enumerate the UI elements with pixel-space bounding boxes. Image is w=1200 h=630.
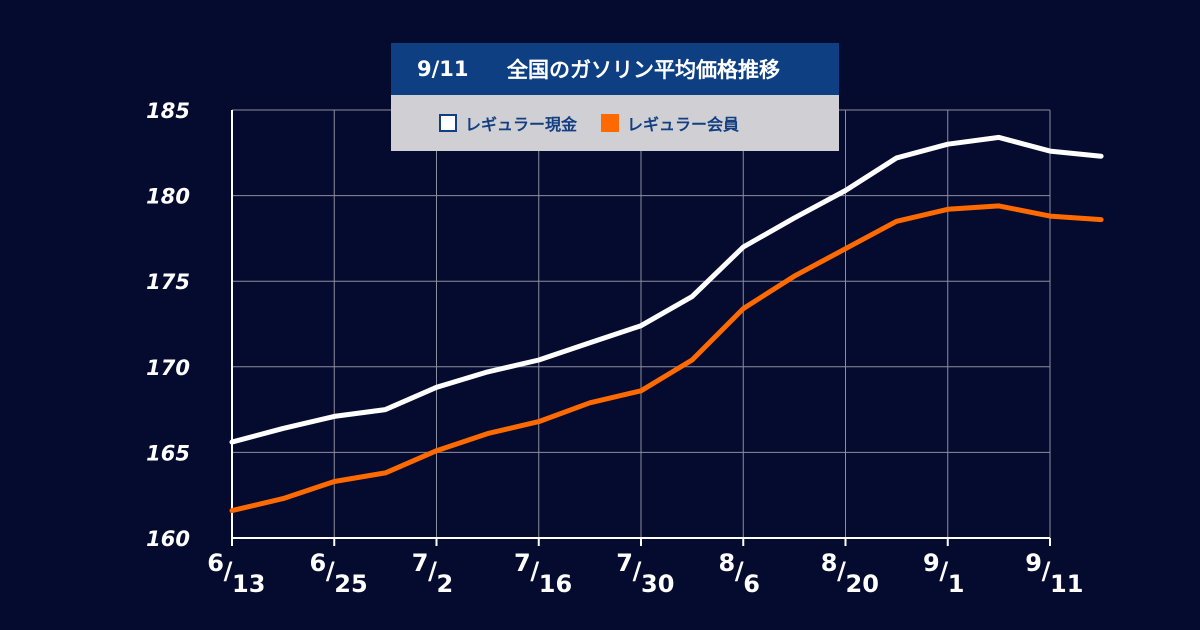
series-lines <box>229 134 1104 514</box>
x-tick-slash: / <box>428 557 437 585</box>
x-tick-slash: / <box>1042 557 1051 585</box>
chart-title: 全国のガソリン平均価格推移 <box>507 58 780 82</box>
y-tick-label-180: 180 <box>146 185 190 209</box>
x-tick-month: 7 <box>412 549 429 577</box>
x-axis-ticks: 6/136/257/27/167/308/68/209/19/11 <box>207 549 1083 598</box>
x-tick-day: 13 <box>232 570 265 598</box>
series-line-0 <box>229 134 1104 445</box>
x-tick-month: 7 <box>514 549 531 577</box>
legend-item-cash: レギュラー現金 <box>391 111 577 135</box>
x-tick-label-4: 7/30 <box>616 549 674 598</box>
series-line-1 <box>229 203 1104 514</box>
y-tick-label-185: 185 <box>146 99 190 123</box>
x-tick-month: 7 <box>616 549 633 577</box>
x-tick-label-0: 6/13 <box>207 549 265 598</box>
x-tick-label-5: 8/6 <box>719 549 760 598</box>
chart-header: 9/11 全国のガソリン平均価格推移 レギュラー現金 レギュラー会員 <box>391 43 839 151</box>
legend-label-cash: レギュラー現金 <box>465 115 578 134</box>
x-tick-slash: / <box>530 557 539 585</box>
x-tick-day: 30 <box>641 570 674 598</box>
x-tick-slash: / <box>735 557 744 585</box>
x-tick-day: 16 <box>539 570 572 598</box>
x-tick-label-8: 9/11 <box>1025 549 1083 598</box>
x-tick-month: 6 <box>310 549 327 577</box>
legend-swatch-white <box>439 114 457 132</box>
y-tick-label-175: 175 <box>146 270 190 294</box>
x-tick-slash: / <box>224 557 233 585</box>
legend-label-member: レギュラー会員 <box>627 115 740 134</box>
x-tick-slash: / <box>939 557 948 585</box>
x-tick-slash: / <box>837 557 846 585</box>
legend-item-member: レギュラー会員 <box>601 111 739 135</box>
x-tick-label-6: 8/20 <box>821 549 879 598</box>
x-tick-month: 8 <box>719 549 736 577</box>
x-tick-day: 20 <box>846 570 879 598</box>
x-tick-day: 6 <box>743 570 760 598</box>
y-tick-label-170: 170 <box>146 356 190 380</box>
title-bar: 9/11 全国のガソリン平均価格推移 <box>391 43 839 95</box>
x-tick-day: 1 <box>948 570 965 598</box>
x-tick-slash: / <box>633 557 642 585</box>
x-tick-day: 2 <box>437 570 454 598</box>
legend-swatch-orange <box>601 114 620 132</box>
title-date: 9/11 <box>417 57 469 81</box>
x-tick-month: 8 <box>821 549 838 577</box>
x-tick-month: 9 <box>923 549 940 577</box>
x-tick-month: 6 <box>207 549 224 577</box>
y-axis-ticks: 160 165 170 175 180 185 <box>146 99 190 551</box>
axes <box>231 110 1051 546</box>
x-tick-label-7: 9/1 <box>923 549 964 598</box>
y-tick-label-160: 160 <box>146 527 190 551</box>
legend: レギュラー現金 レギュラー会員 <box>391 95 839 151</box>
x-tick-slash: / <box>326 557 335 585</box>
x-tick-label-2: 7/2 <box>412 549 453 598</box>
x-tick-day: 11 <box>1050 570 1083 598</box>
x-tick-label-1: 6/25 <box>310 549 368 598</box>
x-tick-day: 25 <box>334 570 367 598</box>
y-tick-label-165: 165 <box>146 441 190 465</box>
x-tick-month: 9 <box>1025 549 1042 577</box>
x-tick-label-3: 7/16 <box>514 549 572 598</box>
